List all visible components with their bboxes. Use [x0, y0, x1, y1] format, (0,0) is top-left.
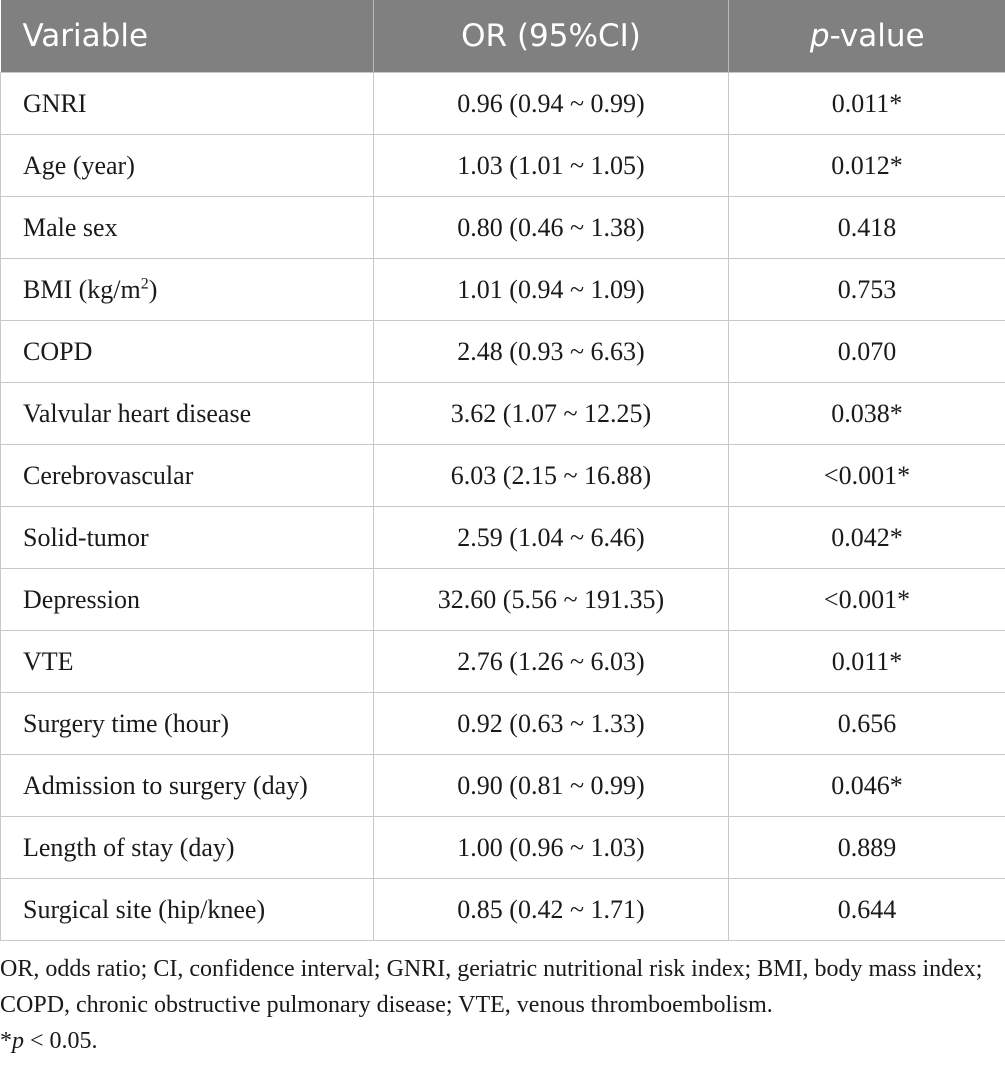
- results-table: Variable OR (95%CI) p-value GNRI 0.96 (0.94…: [0, 0, 1005, 941]
- table-cell: Male sex: [0, 196, 374, 259]
- table-cell: 0.96 (0.94 ~ 0.99): [373, 72, 729, 135]
- table-cell: 32.60 (5.56 ~ 191.35): [373, 568, 729, 631]
- table-cell: Length of stay (day): [0, 816, 374, 879]
- header-cell: Variable: [0, 0, 374, 73]
- table-row: Admission to surgery (day) 0.90 (0.81 ~ 0…: [0, 754, 1005, 817]
- table-cell: <0.001*: [728, 444, 1005, 507]
- text-run: BMI (kg/m: [23, 274, 141, 304]
- header-row: Variable OR (95%CI) p-value: [0, 0, 1005, 73]
- table-cell: 0.90 (0.81 ~ 0.99): [373, 754, 729, 817]
- table-row: Surgical site (hip/knee) 0.85 (0.42 ~ 1.7…: [0, 878, 1005, 941]
- table-cell: 6.03 (2.15 ~ 16.88): [373, 444, 729, 507]
- text-run: p: [809, 18, 830, 54]
- text-run: p: [12, 1028, 24, 1054]
- table-cell: 0.85 (0.42 ~ 1.71): [373, 878, 729, 941]
- table-row: Valvular heart disease 3.62 (1.07 ~ 12.25…: [0, 382, 1005, 445]
- table-cell: <0.001*: [728, 568, 1005, 631]
- table-row: Solid-tumor 2.59 (1.04 ~ 6.46) 0.042*: [0, 506, 1005, 569]
- table-cell: 0.038*: [728, 382, 1005, 445]
- footnote-line: OR, odds ratio; CI, confidence interval;…: [0, 951, 1001, 1023]
- table-row: GNRI 0.96 (0.94 ~ 0.99) 0.011*: [0, 72, 1005, 135]
- table-row: COPD 2.48 (0.93 ~ 6.63) 0.070: [0, 320, 1005, 383]
- text-run: *: [0, 1028, 12, 1054]
- table-cell: BMI (kg/m2): [0, 258, 374, 321]
- table-cell: 3.62 (1.07 ~ 12.25): [373, 382, 729, 445]
- table-cell: 2.48 (0.93 ~ 6.63): [373, 320, 729, 383]
- table-row: Male sex 0.80 (0.46 ~ 1.38) 0.418: [0, 196, 1005, 259]
- table-row: VTE 2.76 (1.26 ~ 6.03) 0.011*: [0, 630, 1005, 693]
- table-cell: Surgical site (hip/knee): [0, 878, 374, 941]
- table-cell: 0.046*: [728, 754, 1005, 817]
- table-cell: GNRI: [0, 72, 374, 135]
- table-cell: COPD: [0, 320, 374, 383]
- table-cell: VTE: [0, 630, 374, 693]
- table-cell: 0.644: [728, 878, 1005, 941]
- text-run: < 0.05.: [24, 1028, 98, 1054]
- header-cell: p-value: [728, 0, 1005, 73]
- table-row: Length of stay (day) 1.00 (0.96 ~ 1.03) 0.…: [0, 816, 1005, 879]
- table-cell: 0.656: [728, 692, 1005, 755]
- text-run: OR, odds ratio; CI, confidence interval;…: [0, 956, 983, 1018]
- table-row: BMI (kg/m2) 1.01 (0.94 ~ 1.09) 0.753: [0, 258, 1005, 321]
- table-cell: 0.753: [728, 258, 1005, 321]
- table-cell: 2.76 (1.26 ~ 6.03): [373, 630, 729, 693]
- table-cell: 0.80 (0.46 ~ 1.38): [373, 196, 729, 259]
- table-cell: 0.418: [728, 196, 1005, 259]
- table-cell: 2.59 (1.04 ~ 6.46): [373, 506, 729, 569]
- table-cell: 0.92 (0.63 ~ 1.33): [373, 692, 729, 755]
- header-cell: OR (95%CI): [373, 0, 729, 73]
- table-cell: 0.012*: [728, 134, 1005, 197]
- table-cell: Cerebrovascular: [0, 444, 374, 507]
- table-cell: 0.011*: [728, 72, 1005, 135]
- table-row: Surgery time (hour) 0.92 (0.63 ~ 1.33) 0.6…: [0, 692, 1005, 755]
- table-row: Cerebrovascular 6.03 (2.15 ~ 16.88) <0.001…: [0, 444, 1005, 507]
- footnote-line: *p < 0.05.: [0, 1023, 1001, 1059]
- table-cell: 1.01 (0.94 ~ 1.09): [373, 258, 729, 321]
- text-run: 2: [140, 274, 149, 292]
- table-row: Depression 32.60 (5.56 ~ 191.35) <0.001*: [0, 568, 1005, 631]
- table-cell: 1.00 (0.96 ~ 1.03): [373, 816, 729, 879]
- table-row: Age (year) 1.03 (1.01 ~ 1.05) 0.012*: [0, 134, 1005, 197]
- table-cell: 0.042*: [728, 506, 1005, 569]
- table-cell: 0.011*: [728, 630, 1005, 693]
- text-run: -value: [829, 18, 925, 54]
- footnote: OR, odds ratio; CI, confidence interval;…: [0, 941, 1005, 1059]
- table-cell: Admission to surgery (day): [0, 754, 374, 817]
- table-cell: 0.070: [728, 320, 1005, 383]
- table-cell: Age (year): [0, 134, 374, 197]
- table-cell: Depression: [0, 568, 374, 631]
- table-cell: 0.889: [728, 816, 1005, 879]
- table-cell: Solid-tumor: [0, 506, 374, 569]
- table-body: GNRI 0.96 (0.94 ~ 0.99) 0.011* Age (year) 1.…: [0, 72, 1005, 941]
- table-cell: 1.03 (1.01 ~ 1.05): [373, 134, 729, 197]
- text-run: ): [148, 274, 158, 304]
- table-cell: Surgery time (hour): [0, 692, 374, 755]
- table-cell: Valvular heart disease: [0, 382, 374, 445]
